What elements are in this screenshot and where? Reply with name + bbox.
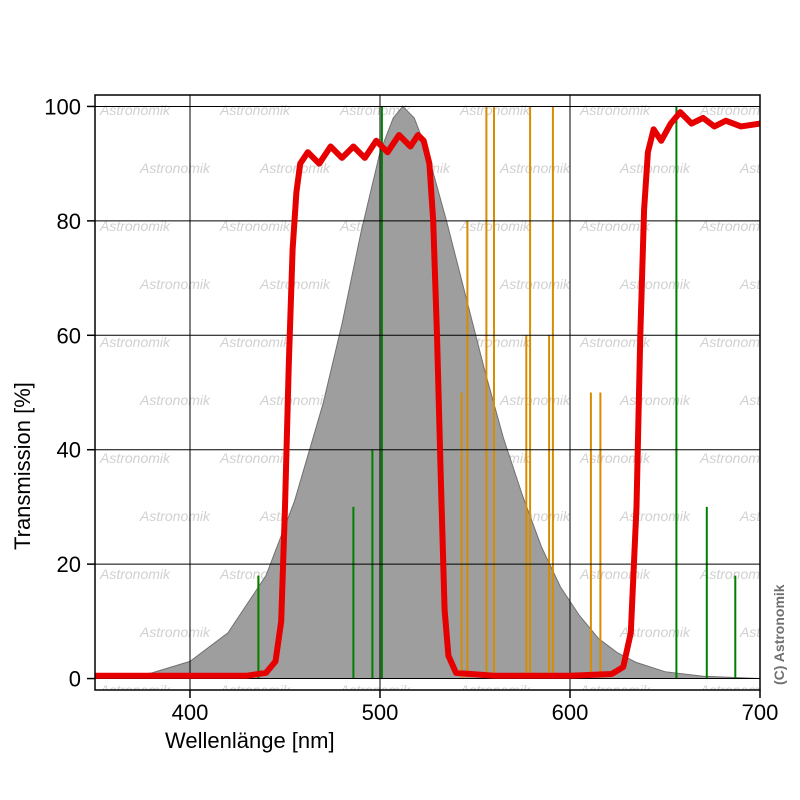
svg-text:Astronomik: Astronomik (499, 276, 571, 292)
svg-text:Astronomik: Astronomik (139, 508, 211, 524)
ytick-label: 0 (69, 667, 81, 692)
ytick-label: 60 (57, 323, 81, 348)
svg-text:Astronomik: Astronomik (499, 392, 571, 408)
y-axis-label: Transmission [%] (10, 382, 35, 550)
svg-text:Astronomik: Astronomik (259, 276, 331, 292)
ytick-label: 80 (57, 209, 81, 234)
copyright-label: (C) Astronomik (771, 584, 787, 685)
svg-text:Astronomik: Astronomik (99, 566, 171, 582)
svg-text:Astronomik: Astronomik (499, 160, 571, 176)
xtick-label: 700 (742, 700, 779, 725)
svg-text:Astronomik: Astronomik (219, 450, 291, 466)
xtick-label: 500 (362, 700, 399, 725)
svg-text:Astronomik: Astronomik (459, 102, 531, 118)
svg-text:Astronomik: Astronomik (619, 392, 691, 408)
ytick-label: 100 (44, 94, 81, 119)
ytick-label: 40 (57, 438, 81, 463)
svg-text:Astronomik: Astronomik (99, 102, 171, 118)
svg-text:Astronomik: Astronomik (579, 566, 651, 582)
x-axis-label: Wellenlänge [nm] (165, 728, 335, 753)
svg-text:Astronomik: Astronomik (99, 334, 171, 350)
chart-container: { "chart": { "type": "line", "background… (0, 0, 800, 800)
svg-text:Astronomik: Astronomik (259, 392, 331, 408)
svg-text:Astronomik: Astronomik (579, 102, 651, 118)
svg-text:Astronomik: Astronomik (219, 102, 291, 118)
svg-text:Astronomik: Astronomik (99, 450, 171, 466)
svg-text:Astronomik: Astronomik (139, 392, 211, 408)
xtick-label: 400 (172, 700, 209, 725)
svg-text:Astronomik: Astronomik (619, 160, 691, 176)
xtick-label: 600 (552, 700, 589, 725)
svg-text:Astronomik: Astronomik (139, 160, 211, 176)
svg-text:Astronomik: Astronomik (139, 276, 211, 292)
svg-text:Astronomik: Astronomik (139, 624, 211, 640)
ytick-label: 20 (57, 552, 81, 577)
svg-text:Astronomik: Astronomik (219, 334, 291, 350)
transmission-chart: Astronomik Astronomik Astronomik Astronomik… (0, 0, 800, 800)
svg-text:Astronomik: Astronomik (619, 508, 691, 524)
svg-text:Astronomik: Astronomik (619, 276, 691, 292)
